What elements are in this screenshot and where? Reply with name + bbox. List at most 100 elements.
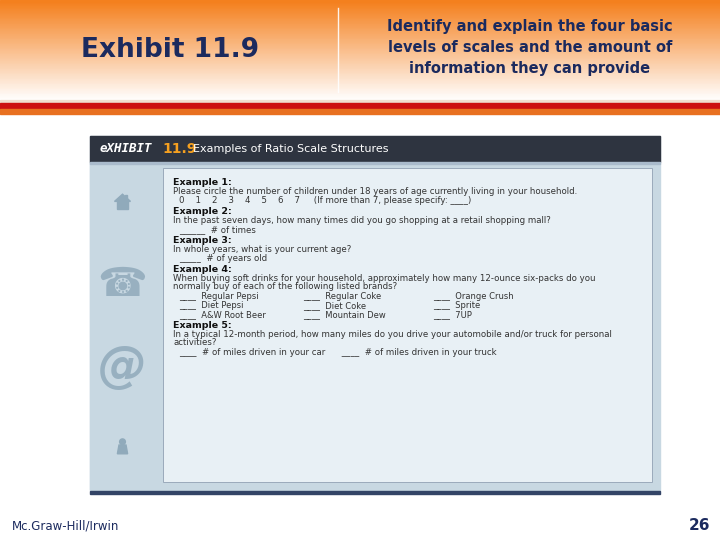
Bar: [90, 136, 660, 490]
Text: ☎: ☎: [98, 265, 148, 305]
Text: ______  # of times: ______ # of times: [179, 225, 256, 234]
Bar: [0, 46, 720, 49]
Text: ____  Regular Pepsi: ____ Regular Pepsi: [179, 292, 258, 301]
Bar: [0, 23, 720, 25]
Text: ____  7UP: ____ 7UP: [433, 310, 472, 319]
Bar: [0, 86, 720, 89]
Bar: [0, 56, 720, 58]
Bar: [0, 63, 720, 65]
Bar: [125, 195, 127, 199]
Text: Example 1:: Example 1:: [173, 178, 232, 187]
Bar: [0, 48, 720, 50]
Bar: [0, 53, 720, 55]
Text: ____  A&W Root Beer: ____ A&W Root Beer: [179, 310, 266, 319]
Bar: [0, 41, 720, 43]
Bar: [0, 114, 720, 515]
Text: Example 3:: Example 3:: [173, 236, 232, 245]
Bar: [0, 0, 720, 2]
Bar: [0, 1, 720, 3]
Bar: [0, 19, 720, 22]
Bar: [0, 109, 720, 114]
Text: ____  Sprite: ____ Sprite: [433, 301, 480, 310]
Text: ____  Diet Coke: ____ Diet Coke: [303, 301, 366, 310]
Bar: [0, 61, 720, 63]
Bar: [0, 78, 720, 80]
Bar: [0, 44, 720, 46]
Bar: [90, 162, 660, 164]
Bar: [0, 91, 720, 93]
Text: Examples of Ratio Scale Structures: Examples of Ratio Scale Structures: [193, 144, 389, 154]
Text: @: @: [98, 343, 147, 391]
Bar: [0, 79, 720, 82]
Bar: [0, 90, 720, 92]
Bar: [0, 103, 720, 109]
Bar: [0, 66, 720, 69]
Bar: [0, 36, 720, 38]
Bar: [0, 28, 720, 30]
Bar: [0, 93, 720, 95]
Text: _____  # of years old: _____ # of years old: [179, 254, 267, 263]
Text: ____  # of miles driven in your car      ____  # of miles driven in your truck: ____ # of miles driven in your car ____ …: [179, 348, 497, 357]
Text: ____  Regular Coke: ____ Regular Coke: [303, 292, 382, 301]
Bar: [0, 38, 720, 40]
Text: normally buy of each of the following listed brands?: normally buy of each of the following li…: [173, 282, 397, 291]
Bar: [0, 10, 720, 12]
Bar: [0, 4, 720, 6]
Bar: [90, 136, 660, 162]
Bar: [0, 100, 720, 103]
Bar: [90, 491, 660, 494]
Text: Please circle the number of children under 18 years of age currently living in y: Please circle the number of children und…: [173, 187, 577, 196]
Bar: [0, 31, 720, 33]
Text: In the past seven days, how many times did you go shopping at a retail shopping : In the past seven days, how many times d…: [173, 216, 551, 225]
Bar: [0, 64, 720, 66]
Bar: [0, 8, 720, 10]
Bar: [0, 76, 720, 78]
Text: eXHIBIT: eXHIBIT: [100, 143, 153, 156]
Bar: [0, 98, 720, 100]
Bar: [0, 94, 720, 97]
Bar: [0, 58, 720, 60]
Bar: [0, 51, 720, 53]
Circle shape: [120, 439, 125, 444]
Bar: [0, 13, 720, 15]
Text: 11.9: 11.9: [162, 142, 197, 156]
Text: Example 2:: Example 2:: [173, 207, 232, 216]
Bar: [0, 16, 720, 18]
Bar: [0, 75, 720, 77]
Polygon shape: [114, 194, 130, 201]
Bar: [0, 81, 720, 83]
Bar: [0, 6, 720, 8]
Text: Example 4:: Example 4:: [173, 265, 232, 274]
Bar: [0, 71, 720, 73]
Text: When buying soft drinks for your household, approximately how many 12-ounce six-: When buying soft drinks for your househo…: [173, 274, 595, 283]
Text: ____  Diet Pepsi: ____ Diet Pepsi: [179, 301, 243, 310]
Bar: [0, 55, 720, 57]
Bar: [0, 18, 720, 20]
Text: Mc.Graw-Hill/Irwin: Mc.Graw-Hill/Irwin: [12, 519, 120, 532]
Text: In whole years, what is your current age?: In whole years, what is your current age…: [173, 245, 351, 254]
Bar: [0, 96, 720, 98]
Text: Exhibit 11.9: Exhibit 11.9: [81, 37, 259, 63]
Bar: [0, 30, 720, 32]
Bar: [0, 59, 720, 62]
FancyBboxPatch shape: [163, 168, 652, 482]
Bar: [0, 84, 720, 86]
Bar: [0, 73, 720, 75]
Text: Example 5:: Example 5:: [173, 321, 232, 330]
Bar: [0, 43, 720, 45]
Bar: [0, 50, 720, 52]
Bar: [0, 26, 720, 28]
Bar: [90, 162, 155, 490]
Bar: [0, 33, 720, 35]
Text: 0    1    2    3    4    5    6    7     (If more than 7, please specify: ____): 0 1 2 3 4 5 6 7 (If more than 7, please …: [179, 196, 472, 205]
Text: ____  Orange Crush: ____ Orange Crush: [433, 292, 513, 301]
Bar: [0, 11, 720, 14]
Text: 26: 26: [688, 518, 710, 534]
Bar: [0, 15, 720, 17]
Bar: [0, 68, 720, 70]
Text: Identify and explain the four basic
levels of scales and the amount of
informati: Identify and explain the four basic leve…: [387, 18, 672, 76]
Bar: [0, 35, 720, 37]
Bar: [0, 3, 720, 5]
Bar: [0, 88, 720, 90]
Bar: [0, 83, 720, 85]
